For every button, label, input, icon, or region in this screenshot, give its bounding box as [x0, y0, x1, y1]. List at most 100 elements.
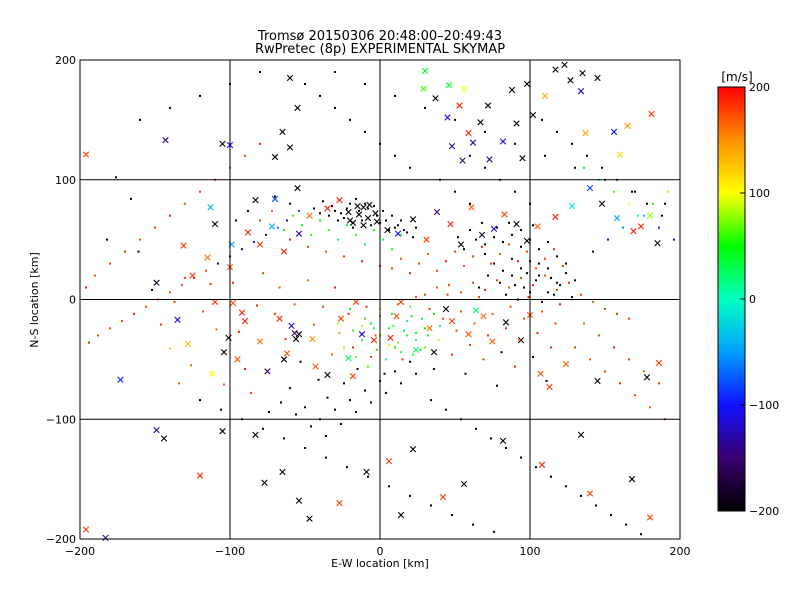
scatter-point-dot [658, 226, 660, 229]
scatter-point-dot [472, 523, 474, 526]
scatter-point-dot [223, 383, 225, 386]
scatter-point-dot [373, 229, 375, 232]
scatter-point-x [484, 102, 492, 109]
scatter-point-dot [289, 387, 291, 390]
scatter-point-x [256, 241, 264, 248]
scatter-point-dot [424, 293, 426, 296]
scatter-point-dot [364, 389, 366, 392]
scatter-point-dot [520, 276, 522, 279]
scatter-point-dot [445, 260, 447, 263]
scatter-point-dot [361, 324, 363, 327]
scatter-point-x [501, 211, 508, 218]
scatter-point-dot [424, 327, 426, 330]
scatter-point-dot [293, 303, 296, 306]
scatter-point-dot [325, 456, 327, 459]
scatter-point-dot [464, 372, 467, 375]
scatter-point-dot [317, 378, 320, 381]
scatter-point-dot [601, 166, 603, 169]
scatter-point-x [295, 230, 303, 237]
scatter-point-x [582, 129, 589, 137]
scatter-point-x [646, 514, 654, 521]
scatter-point-dot [352, 329, 354, 332]
scatter-point-dot [202, 310, 204, 313]
scatter-point-dot [493, 530, 495, 533]
scatter-point-x [387, 334, 394, 342]
scatter-point-x [468, 204, 475, 211]
scatter-point-dot [514, 190, 516, 193]
scatter-point-dot [364, 130, 366, 133]
scatter-point-x [586, 184, 594, 192]
scatter-point-dot [400, 233, 402, 236]
scatter-point-dot [355, 197, 357, 200]
scatter-point-dot [544, 154, 546, 157]
scatter-point-x [433, 208, 441, 216]
scatter-point-dot [394, 370, 396, 373]
scatter-point-dot [574, 279, 576, 282]
scatter-point-dot [574, 346, 576, 349]
scatter-point-dot [634, 394, 636, 397]
scatter-point-dot [652, 202, 654, 205]
scatter-point-dot [160, 323, 162, 326]
scatter-point-dot [319, 219, 321, 222]
scatter-point-dot [541, 300, 543, 303]
scatter-point-dot [244, 154, 246, 157]
colorbar-tick-label: 200 [749, 81, 770, 94]
scatter-point-x [477, 119, 484, 126]
scatter-point-dot [547, 267, 549, 270]
scatter-point-dot [511, 233, 513, 236]
scatter-point-x [252, 196, 259, 204]
scatter-point-dot [370, 224, 372, 227]
scatter-point-dot [283, 437, 285, 440]
scatter-point-dot [284, 338, 287, 341]
scatter-point-dot [604, 370, 606, 373]
scatter-point-dot [373, 205, 375, 208]
scatter-point-dot [319, 94, 321, 97]
scatter-point-x [465, 129, 472, 137]
scatter-point-dot [388, 327, 390, 330]
scatter-point-dot [374, 334, 377, 337]
scatter-point-x [517, 337, 525, 344]
scatter-point-dot [343, 255, 345, 258]
scatter-point-dot [397, 224, 399, 227]
scatter-point-dot [326, 396, 329, 399]
scatter-point-dot [391, 267, 393, 270]
scatter-point-dot [364, 317, 366, 320]
x-tick-label: −200 [65, 545, 95, 558]
axis-ticks: −200 −100 0 100 200 −200 −100 0 100 200 [46, 54, 691, 558]
scatter-point-dot [394, 346, 396, 349]
scatter-point-dot [637, 214, 639, 217]
scatter-point-dot [556, 281, 558, 284]
scatter-point-dot [364, 243, 366, 246]
scatter-point-dot [505, 293, 507, 296]
scatter-point-dot [94, 274, 96, 277]
scatter-point-dot [259, 142, 261, 145]
scatter-point-dot [376, 348, 378, 351]
scatter-point-dot [331, 353, 333, 356]
scatter-point-x [397, 298, 405, 306]
scatter-point-x [256, 338, 264, 345]
scatter-point-x [445, 81, 453, 89]
scatter-point-dot [109, 327, 111, 330]
scatter-point-dot [328, 229, 330, 232]
scatter-point-x [162, 137, 169, 144]
scatter-point-dot [622, 226, 624, 229]
scatter-point-x [363, 468, 370, 476]
scatter-point-dot [415, 339, 417, 342]
scatter-point-dot [382, 238, 384, 241]
scatter-point-dot [454, 250, 456, 253]
scatter-point-dot [553, 248, 555, 251]
scatter-point-dot [473, 322, 476, 325]
scatter-point-dot [415, 296, 417, 299]
scatter-point-dot [337, 219, 339, 222]
scatter-point-dot [469, 154, 471, 157]
scatter-point-x [537, 370, 544, 377]
scatter-point-dot [496, 226, 498, 229]
scatter-point-x [459, 157, 466, 164]
scatter-point-dot [424, 346, 426, 349]
scatter-point-dot [556, 255, 558, 258]
scatter-point-dot [559, 303, 561, 306]
scatter-point-dot [545, 379, 548, 382]
scatter-point-x [432, 95, 439, 102]
scatter-point-x [271, 195, 279, 203]
scatter-point-x [337, 315, 345, 322]
